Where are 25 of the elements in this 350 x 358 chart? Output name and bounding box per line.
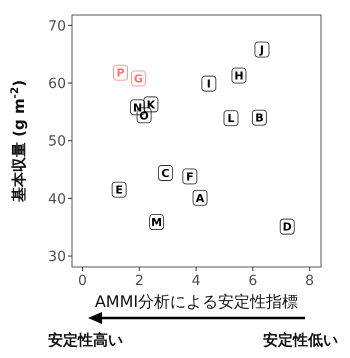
- series-label: J: [258, 44, 264, 57]
- x-tick-label: 0: [78, 273, 87, 289]
- y-tick-label: 40: [48, 191, 66, 208]
- y-tick-label: 70: [48, 18, 66, 34]
- x-tick-label: 6: [248, 273, 258, 289]
- series-label: A: [196, 192, 205, 205]
- series-label: K: [146, 98, 156, 112]
- text: 安定性高い: [48, 331, 123, 349]
- series-label: E: [115, 184, 123, 197]
- series-label: G: [134, 72, 143, 86]
- series-label: L: [227, 112, 235, 126]
- x-tick-label: 2: [134, 273, 144, 289]
- x-tick-label: 4: [192, 273, 201, 289]
- series-label: B: [255, 112, 264, 125]
- series-label: F: [186, 170, 194, 184]
- x-tick-label: 8: [305, 273, 314, 289]
- x-axis-title: AMMI分析による安定性指標: [94, 292, 298, 311]
- series-label: I: [206, 78, 211, 91]
- y-tick-label: 50: [48, 134, 66, 150]
- text: 安定性低い: [263, 331, 338, 349]
- series-label: D: [282, 220, 292, 234]
- series-label: P: [116, 66, 125, 80]
- y-tick-label: 60: [48, 76, 66, 92]
- series-label: C: [161, 167, 170, 180]
- y-tick-label: 30: [48, 249, 66, 266]
